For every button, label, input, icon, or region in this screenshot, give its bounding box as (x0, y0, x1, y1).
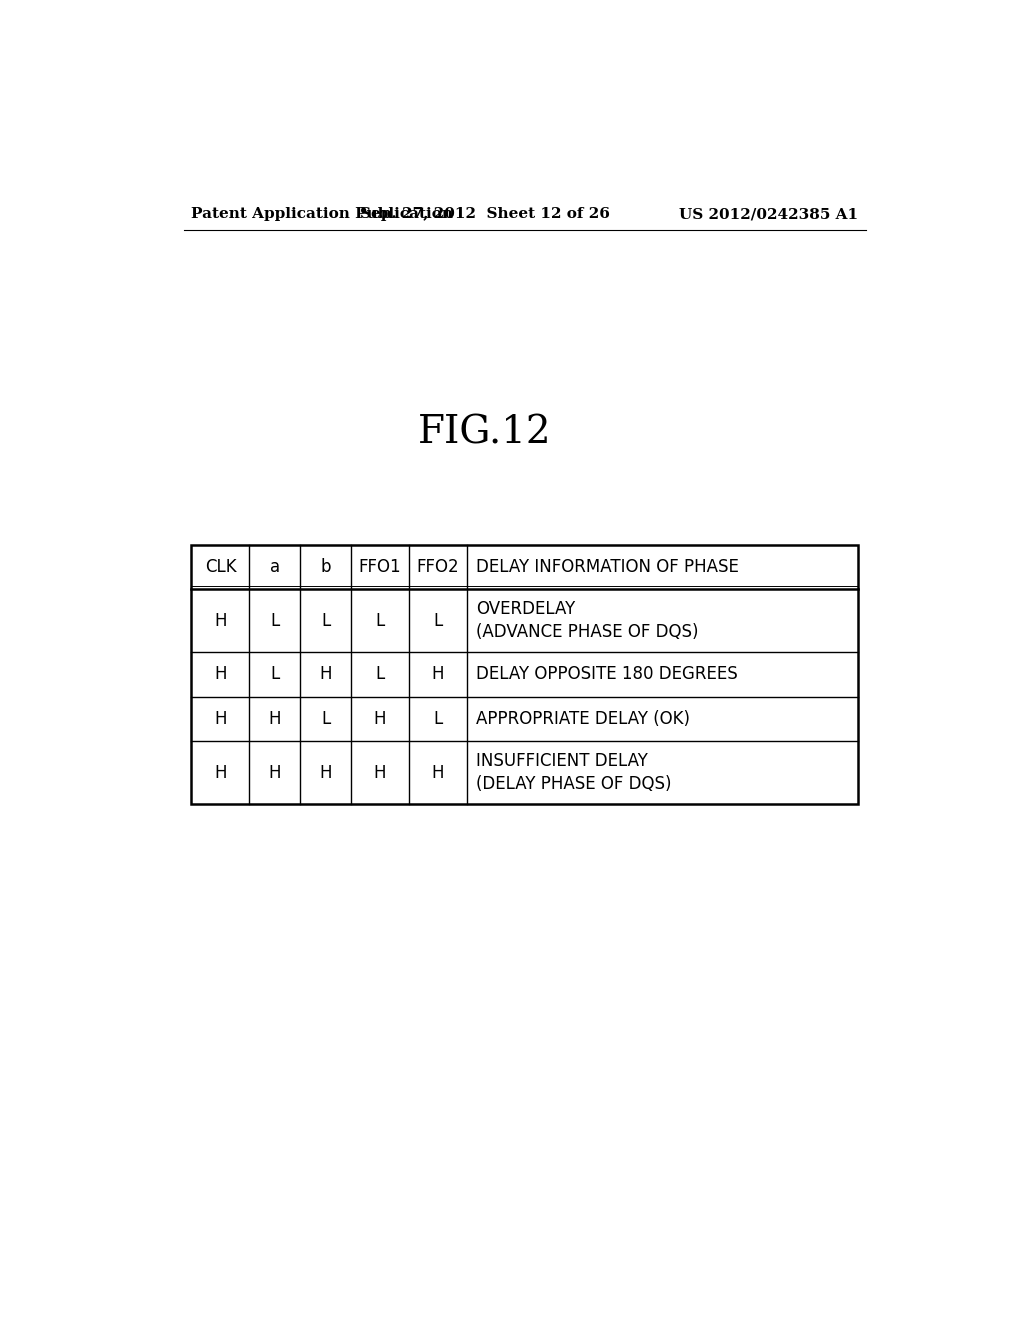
Text: H: H (319, 763, 332, 781)
Text: H: H (431, 665, 444, 684)
Text: H: H (319, 665, 332, 684)
Text: CLK: CLK (205, 558, 237, 576)
Text: L: L (433, 611, 442, 630)
Text: L: L (321, 611, 330, 630)
Text: OVERDELAY
(ADVANCE PHASE OF DQS): OVERDELAY (ADVANCE PHASE OF DQS) (476, 601, 698, 640)
Text: H: H (214, 611, 226, 630)
Text: Patent Application Publication: Patent Application Publication (191, 207, 454, 222)
Text: H: H (268, 710, 281, 727)
Text: FFO1: FFO1 (358, 558, 401, 576)
Text: b: b (321, 558, 331, 576)
Text: H: H (268, 763, 281, 781)
Text: L: L (270, 665, 280, 684)
Text: a: a (269, 558, 280, 576)
Text: L: L (433, 710, 442, 727)
Text: H: H (374, 710, 386, 727)
Text: INSUFFICIENT DELAY
(DELAY PHASE OF DQS): INSUFFICIENT DELAY (DELAY PHASE OF DQS) (476, 752, 672, 792)
Text: DELAY OPPOSITE 180 DEGREES: DELAY OPPOSITE 180 DEGREES (476, 665, 738, 684)
Text: L: L (375, 611, 384, 630)
Bar (191, 545, 858, 804)
Text: H: H (214, 710, 226, 727)
Text: H: H (214, 763, 226, 781)
Text: FIG.12: FIG.12 (419, 414, 552, 451)
Text: H: H (214, 665, 226, 684)
Text: H: H (431, 763, 444, 781)
Text: US 2012/0242385 A1: US 2012/0242385 A1 (679, 207, 858, 222)
Text: APPROPRIATE DELAY (OK): APPROPRIATE DELAY (OK) (476, 710, 690, 727)
Text: L: L (321, 710, 330, 727)
Text: DELAY INFORMATION OF PHASE: DELAY INFORMATION OF PHASE (476, 558, 739, 576)
Text: Sep. 27, 2012  Sheet 12 of 26: Sep. 27, 2012 Sheet 12 of 26 (360, 207, 610, 222)
Text: L: L (270, 611, 280, 630)
Text: H: H (374, 763, 386, 781)
Text: FFO2: FFO2 (417, 558, 459, 576)
Text: L: L (375, 665, 384, 684)
